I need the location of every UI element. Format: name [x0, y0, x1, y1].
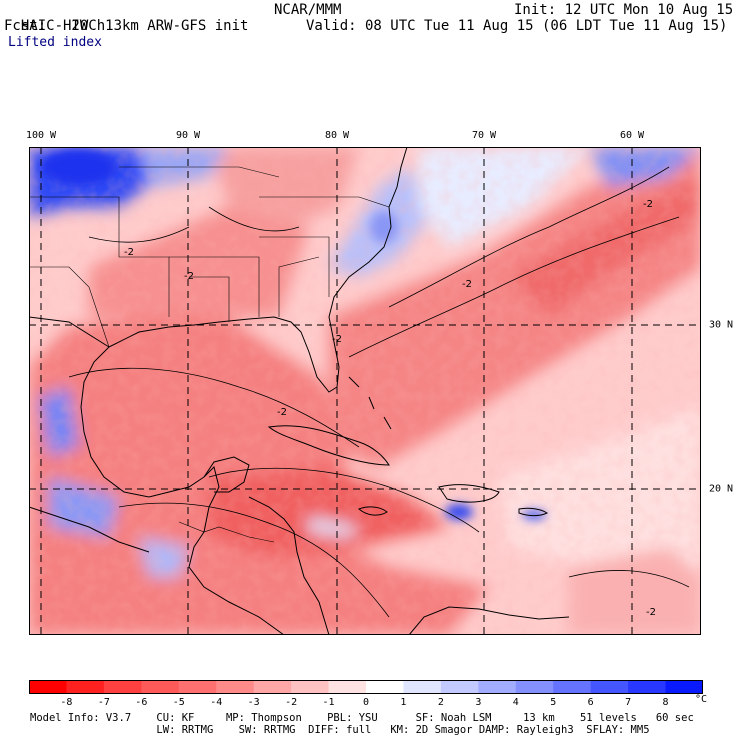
- colorbar-cell: [366, 680, 404, 694]
- colorbar-tick-label: 4: [512, 697, 519, 708]
- colorbar-cell: [665, 680, 703, 694]
- field-name: Lifted index: [8, 35, 102, 50]
- colorbar-cell: [478, 680, 517, 694]
- colorbar-cell: [403, 680, 442, 694]
- contour-label: -2: [462, 279, 472, 290]
- colorbar-tick-label: 1: [400, 697, 407, 708]
- colorbar-tick-label: 2: [437, 697, 444, 708]
- colorbar-tick-label: 0: [362, 697, 370, 708]
- lon-label-70w: 70 W: [471, 130, 497, 141]
- model-info-line1: Model Info: V3.7 CU: KF MP: Thompson PBL…: [30, 712, 694, 724]
- colorbar-cell: [291, 680, 330, 694]
- colorbar-tick-label: 7: [625, 697, 632, 708]
- colorbar-tick-label: -6: [135, 697, 148, 708]
- lon-label-90w: 90 W: [175, 130, 201, 141]
- colorbar-tick-label: -4: [210, 697, 223, 708]
- lon-label-80w: 80 W: [324, 130, 350, 141]
- colorbar-cell: [553, 680, 592, 694]
- colorbar-tick-label: 6: [587, 697, 594, 708]
- colorbar-unit: °C: [695, 694, 708, 705]
- contour-label: -2: [184, 271, 194, 282]
- contour-label: -2: [646, 607, 656, 618]
- colorbar-cell: [253, 680, 292, 694]
- colorbar-cell: [515, 680, 554, 694]
- colorbar-tick-label: -5: [172, 697, 185, 708]
- valid-time: Valid: 08 UTC Tue 11 Aug 15 (06 LDT Tue …: [306, 18, 728, 34]
- contour-label: -2: [332, 334, 342, 345]
- colorbar-cell: [328, 680, 367, 694]
- contour-label: -2: [277, 407, 287, 418]
- colorbar-cell: [628, 680, 667, 694]
- organization-label: NCAR/MMM: [274, 2, 342, 18]
- lon-label-100w: 100 W: [25, 130, 57, 141]
- lon-label-60w: 60 W: [619, 130, 645, 141]
- colorbar-tick-label: -8: [60, 697, 73, 708]
- colorbar-frame: [29, 680, 703, 694]
- contour-lines: [68, 166, 690, 618]
- colorbar-cell: [141, 680, 180, 694]
- contour-label: -2: [643, 199, 653, 210]
- colorbar-cell: [216, 680, 255, 694]
- colorbar-tick-label: 5: [550, 697, 557, 708]
- lifted-index-map: -2 -2 -2 -2 -2 -2 -2: [29, 147, 701, 635]
- map-frame: [29, 147, 701, 635]
- contour-label: -2: [124, 247, 134, 258]
- stable-spots: [41, 149, 546, 520]
- colorbar-cell: [590, 680, 629, 694]
- colorbar-tick-label: -1: [322, 697, 335, 708]
- colorbar-tick-label: 8: [662, 697, 669, 708]
- colorbar-cell: [178, 680, 217, 694]
- colorbar-cell: [66, 680, 105, 694]
- colorbar-tick-label: 3: [475, 697, 482, 708]
- lat-label-30n: 30 N: [709, 319, 734, 331]
- colorbar-cell: [103, 680, 142, 694]
- political-borders: [29, 166, 390, 543]
- contour-labels: -2 -2 -2 -2 -2 -2 -2: [124, 199, 656, 618]
- colorbar-cell: [29, 680, 67, 694]
- colorbar-tick-label: -7: [97, 697, 110, 708]
- field-texture: [29, 147, 701, 635]
- model-info-line2: LW: RRTMG SW: RRTMG DIFF: full KM: 2D Sm…: [30, 724, 650, 736]
- colorbar-cells: [29, 680, 703, 694]
- colorbar: [29, 680, 703, 694]
- graticule: [29, 147, 701, 635]
- colorbar-cell: [440, 680, 479, 694]
- lat-label-20n: 20 N: [709, 483, 734, 495]
- colorbar-tick-label: -3: [247, 697, 260, 708]
- colorbar-tick-label: -2: [285, 697, 298, 708]
- model-title: HAIC-HIWC 13km ARW-GFS init: [20, 18, 249, 34]
- forecast-hour: Fcst: 20 h: [4, 18, 106, 34]
- init-time: Init: 12 UTC Mon 10 Aug 15: [514, 2, 734, 18]
